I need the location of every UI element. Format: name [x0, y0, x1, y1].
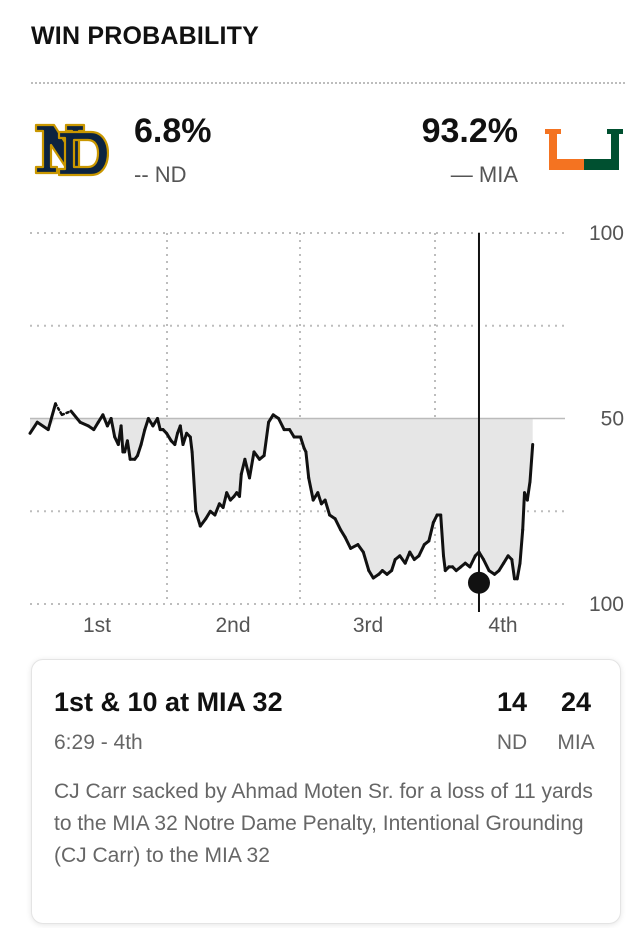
win-probability-segment: [439, 513, 445, 558]
win-probability-segment: [403, 550, 412, 565]
win-probability-segment: [525, 480, 532, 502]
play-detail-card[interactable]: 1st & 10 at MIA 32 6:29 - 4th 14 24 ND M…: [31, 659, 621, 924]
win-probability-segment: [194, 509, 202, 528]
win-probability-segment: [521, 491, 526, 532]
win-probability-segment: [248, 450, 256, 480]
mia-win-probability: 93.2%: [421, 112, 518, 150]
win-probability-segment: [333, 517, 343, 532]
y-tick-label: 100: [589, 593, 624, 616]
win-probability-segment: [28, 420, 39, 435]
win-probability-segment: [417, 543, 426, 558]
win-probability-segment: [181, 431, 189, 446]
win-probability-segment: [304, 450, 311, 480]
nd-score: 14: [496, 687, 528, 717]
win-probability-segment: [316, 491, 323, 506]
x-tick-label: 2nd: [215, 614, 250, 637]
notre-dame-logo-icon: [34, 123, 109, 177]
down-and-distance: 1st & 10 at MIA 32: [54, 687, 283, 717]
chart-gridlines: [30, 232, 565, 605]
win-probability-segment: [390, 558, 397, 573]
mia-legend-label: — MIA: [450, 162, 518, 187]
win-probability-segment: [323, 498, 332, 517]
win-probability-segment: [109, 417, 117, 439]
win-probability-segment: [361, 550, 371, 573]
win-probability-segment: [343, 535, 353, 550]
win-probability-segment: [69, 409, 82, 424]
win-probability-segment: [119, 424, 125, 454]
mia-score: 24: [560, 687, 592, 717]
y-tick-label: 100: [589, 222, 624, 245]
win-probability-segment: [221, 491, 229, 509]
win-probability-segment: [136, 443, 143, 458]
win-probability-line: [28, 402, 535, 581]
x-tick-label: 4th: [488, 614, 517, 637]
win-probability-segment: [442, 554, 447, 573]
nd-win-probability: 6.8%: [134, 112, 212, 150]
play-clock: 6:29 - 4th: [54, 731, 143, 754]
win-probability-segment: [307, 476, 315, 502]
win-probability-segment: [510, 558, 516, 581]
win-probability-segment: [262, 420, 271, 458]
mia-advantage-area: [30, 418, 533, 579]
title-divider: [31, 82, 625, 84]
win-probability-segment: [277, 417, 286, 432]
win-probability-segment: [60, 409, 73, 417]
win-probability-segment: [299, 435, 306, 450]
win-probability-segment: [173, 431, 179, 446]
win-probability-segment: [54, 402, 64, 417]
win-probability-segment: [139, 428, 147, 446]
win-probability-segment: [188, 435, 194, 454]
selected-play-dot: [467, 571, 490, 594]
win-probability-segment: [156, 417, 162, 432]
play-description: CJ Carr sacked by Ahmad Moten Sr. for a …: [54, 780, 593, 867]
win-probability-segment: [238, 472, 243, 498]
win-probability-segment: [515, 561, 522, 581]
win-probability-segment: [356, 543, 365, 554]
y-tick-label: 50: [601, 408, 624, 431]
miami-u-logo-icon: [545, 129, 623, 170]
win-probability-segment: [46, 402, 57, 432]
x-tick-label: 1st: [83, 614, 111, 637]
nd-score-label: ND: [496, 731, 528, 754]
win-probability-segment: [213, 502, 221, 517]
win-probability-segment: [427, 520, 435, 543]
win-probability-segment: [482, 558, 491, 573]
win-probability-segment: [468, 554, 477, 569]
page-title: WIN PROBABILITY: [31, 22, 259, 50]
win-probability-segment: [190, 450, 198, 513]
win-probability-segment: [35, 420, 50, 432]
win-probability-segment: [252, 450, 261, 461]
mia-score-label: MIA: [557, 731, 595, 754]
nd-legend-label: -- ND: [134, 162, 187, 187]
win-probability-segment: [198, 517, 208, 528]
win-probability-segment: [518, 528, 525, 565]
win-probability-segment: [528, 443, 535, 484]
win-probability-segment: [125, 439, 132, 461]
win-probability-chart: 100 50 100 1st 2nd 3rd 4th: [28, 222, 624, 637]
x-tick-label: 3rd: [353, 614, 383, 637]
